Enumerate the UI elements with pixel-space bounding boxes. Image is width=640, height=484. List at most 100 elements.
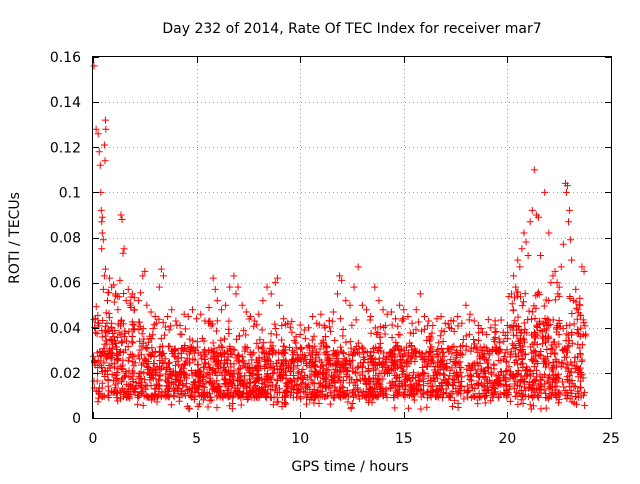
data-point bbox=[102, 125, 110, 133]
data-point bbox=[445, 375, 453, 383]
data-point bbox=[267, 393, 275, 401]
data-point bbox=[130, 388, 138, 396]
data-point bbox=[441, 319, 449, 327]
y-tick-label: 0.16 bbox=[50, 50, 81, 66]
data-point bbox=[516, 339, 524, 347]
data-point bbox=[143, 363, 151, 371]
data-point bbox=[408, 319, 416, 327]
data-point bbox=[206, 397, 214, 405]
data-point bbox=[513, 392, 521, 400]
data-point bbox=[529, 402, 537, 410]
data-point bbox=[238, 301, 246, 309]
data-point bbox=[381, 368, 389, 376]
data-point bbox=[187, 385, 195, 393]
data-point bbox=[479, 328, 487, 336]
data-point bbox=[375, 359, 383, 367]
data-point bbox=[287, 378, 295, 386]
data-point bbox=[421, 312, 429, 320]
data-point bbox=[524, 393, 532, 401]
data-point bbox=[336, 272, 344, 280]
data-point bbox=[346, 357, 354, 365]
data-point bbox=[477, 367, 485, 375]
data-point bbox=[319, 382, 327, 390]
data-point bbox=[417, 393, 425, 401]
data-point bbox=[424, 372, 432, 380]
data-point bbox=[450, 342, 458, 350]
data-point bbox=[298, 375, 306, 383]
data-point bbox=[159, 272, 167, 280]
data-point bbox=[182, 370, 190, 378]
data-point bbox=[334, 359, 342, 367]
data-point bbox=[229, 400, 237, 408]
data-point bbox=[111, 381, 119, 389]
data-point bbox=[265, 374, 273, 382]
data-point bbox=[529, 308, 537, 316]
data-point bbox=[102, 322, 110, 330]
data-point bbox=[134, 351, 142, 359]
data-point bbox=[211, 353, 219, 361]
data-point bbox=[380, 349, 388, 357]
data-point bbox=[473, 358, 481, 366]
data-point bbox=[402, 343, 410, 351]
data-point bbox=[521, 290, 529, 298]
data-point bbox=[512, 326, 520, 334]
data-point bbox=[458, 319, 466, 327]
data-point bbox=[312, 351, 320, 359]
data-point bbox=[205, 360, 213, 368]
data-point bbox=[115, 329, 123, 337]
data-point bbox=[361, 355, 369, 363]
data-point bbox=[400, 366, 408, 374]
data-point bbox=[217, 336, 225, 344]
data-point bbox=[252, 356, 260, 364]
chart-title: Day 232 of 2014, Rate Of TEC Index for r… bbox=[162, 21, 541, 37]
data-point bbox=[253, 321, 261, 329]
data-point bbox=[506, 397, 514, 405]
data-point bbox=[540, 302, 548, 310]
data-point bbox=[572, 304, 580, 312]
data-point bbox=[530, 392, 538, 400]
data-point bbox=[347, 344, 355, 352]
data-point bbox=[503, 346, 511, 354]
data-point bbox=[303, 362, 311, 370]
data-point bbox=[522, 238, 530, 246]
data-point bbox=[559, 325, 567, 333]
data-point bbox=[524, 252, 532, 260]
data-point bbox=[258, 326, 266, 334]
data-point bbox=[528, 331, 536, 339]
data-point bbox=[101, 116, 109, 124]
data-point bbox=[509, 373, 517, 381]
data-point bbox=[338, 276, 346, 284]
data-point bbox=[247, 372, 255, 380]
data-point bbox=[545, 372, 553, 380]
data-point bbox=[356, 359, 364, 367]
data-point bbox=[235, 332, 243, 340]
data-point bbox=[440, 348, 448, 356]
data-point bbox=[303, 374, 311, 382]
data-point bbox=[170, 391, 178, 399]
data-point bbox=[106, 314, 114, 322]
data-point bbox=[464, 387, 472, 395]
data-point bbox=[484, 316, 492, 324]
data-point bbox=[297, 345, 305, 353]
data-point bbox=[417, 386, 425, 394]
data-point bbox=[100, 347, 108, 355]
data-point bbox=[474, 321, 482, 329]
data-point bbox=[445, 324, 453, 332]
data-point bbox=[507, 348, 515, 356]
data-point bbox=[554, 390, 562, 398]
data-point bbox=[104, 327, 112, 335]
data-point bbox=[368, 361, 376, 369]
data-point bbox=[264, 357, 272, 365]
data-point bbox=[547, 350, 555, 358]
data-point bbox=[108, 323, 116, 331]
data-point bbox=[307, 376, 315, 384]
data-point bbox=[255, 371, 263, 379]
data-point bbox=[262, 361, 270, 369]
data-point bbox=[223, 368, 231, 376]
data-point bbox=[303, 394, 311, 402]
data-point bbox=[365, 396, 373, 404]
data-point bbox=[331, 383, 339, 391]
data-point bbox=[487, 397, 495, 405]
data-point bbox=[353, 376, 361, 384]
data-point bbox=[296, 393, 304, 401]
